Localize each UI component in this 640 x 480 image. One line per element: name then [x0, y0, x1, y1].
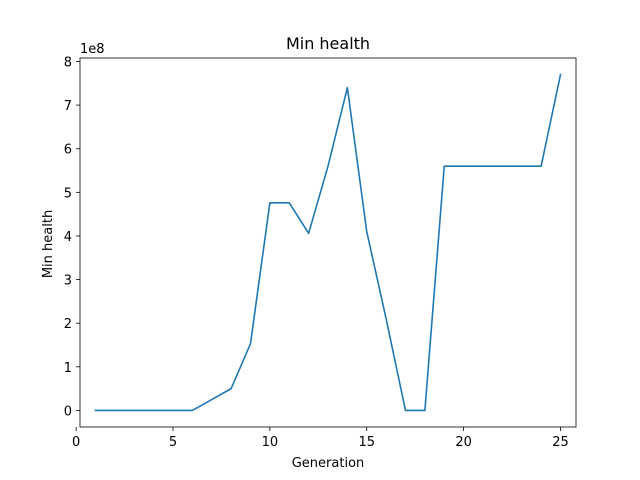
x-tick-label: 15 [358, 435, 375, 450]
x-tick-label: 5 [169, 435, 177, 450]
x-tick-label: 25 [552, 435, 569, 450]
series-line [94, 73, 562, 412]
y-tick-label: 3 [64, 274, 72, 289]
y-tick-label: 8 [64, 55, 72, 70]
y-tick-label: 6 [64, 143, 72, 158]
y-tick-label: 2 [64, 317, 72, 332]
x-tick-label: 10 [262, 435, 279, 450]
plot-area [94, 73, 562, 412]
x-tick-label: 0 [72, 435, 80, 450]
axes-frame [79, 57, 577, 428]
y-tick-label: 1 [64, 361, 72, 376]
y-axis-label: Min health [41, 210, 56, 278]
x-axis-ticks: 0 5 10 15 20 25 [72, 427, 569, 450]
x-axis-label: Generation [292, 456, 365, 471]
chart-title: Min health [286, 34, 370, 53]
y-tick-label: 4 [64, 230, 72, 245]
x-tick-label: 20 [455, 435, 472, 450]
y-axis-ticks: 0 1 2 3 4 5 6 7 8 [64, 55, 80, 419]
y-tick-label: 7 [64, 99, 72, 114]
y-tick-label: 5 [64, 186, 72, 201]
y-tick-label: 0 [64, 404, 72, 419]
y-axis-offset-label: 1e8 [80, 42, 105, 57]
